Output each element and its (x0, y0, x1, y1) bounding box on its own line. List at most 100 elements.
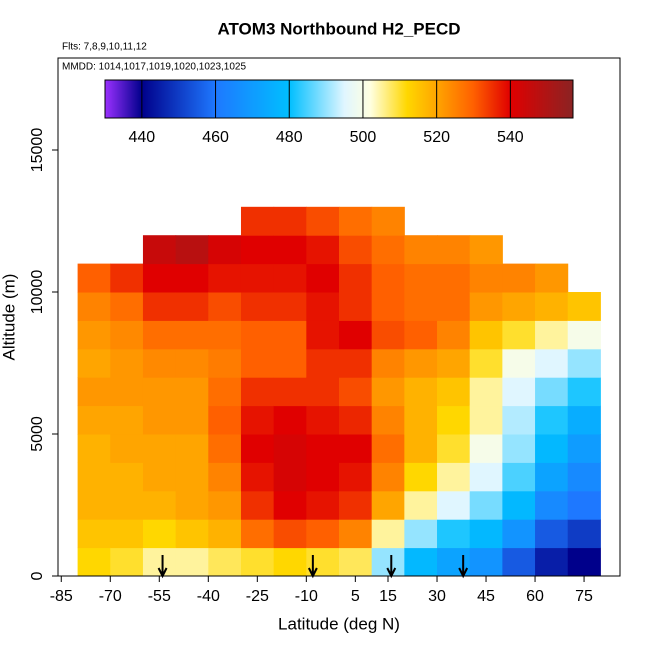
colorbar-swatch (439, 80, 441, 118)
colorbar-swatch (270, 80, 272, 118)
colorbar-swatch (272, 80, 274, 118)
colorbar-swatch (451, 80, 453, 118)
colorbar-swatch (206, 80, 208, 118)
colorbar-swatch (332, 80, 334, 118)
y-tick-label: 5000 (29, 416, 46, 452)
colorbar-swatch (523, 80, 525, 118)
colorbar-swatch (317, 80, 319, 118)
heat-cell (110, 292, 144, 321)
colorbar-swatch (432, 80, 434, 118)
heat-cell (273, 292, 307, 321)
colorbar-swatch (429, 80, 431, 118)
colorbar-swatch (544, 80, 546, 118)
heat-cell (175, 292, 209, 321)
marker-arrow (386, 555, 397, 579)
colorbar-swatch (312, 80, 314, 118)
colorbar-swatch (109, 80, 111, 118)
heat-cell (208, 320, 242, 350)
colorbar-swatch (455, 80, 457, 118)
heat-cell (339, 263, 373, 293)
heat-cell (567, 320, 601, 350)
heat-cell (306, 490, 340, 520)
colorbar-swatch (277, 80, 279, 118)
colorbar-swatch (373, 80, 375, 118)
colorbar-swatch (355, 80, 357, 118)
colorbar-swatch (232, 80, 234, 118)
colorbar-swatch (230, 80, 232, 118)
colorbar-swatch (181, 80, 183, 118)
colorbar-swatch (175, 80, 177, 118)
colorbar-swatch (392, 80, 394, 118)
colorbar-swatch (354, 80, 356, 118)
heat-cell (240, 292, 275, 321)
heat-cell (110, 462, 144, 492)
colorbar-swatch (521, 80, 523, 118)
colorbar-swatch (419, 80, 421, 118)
heat-cell (77, 462, 111, 492)
colorbar-swatch (288, 80, 290, 118)
colorbar-swatch (565, 80, 567, 118)
colorbar-swatch (499, 80, 501, 118)
colorbar-swatch (334, 80, 336, 118)
colorbar-swatch (367, 80, 369, 118)
heat-cell (535, 263, 569, 293)
colorbar-swatch (546, 80, 548, 118)
colorbar-swatch (545, 80, 547, 118)
colorbar-swatch (255, 80, 257, 118)
heat-cell (404, 434, 438, 463)
colorbar-swatch (483, 80, 485, 118)
colorbar-swatch (441, 80, 443, 118)
colorbar-swatch (247, 80, 249, 118)
colorbar-swatch (452, 80, 454, 118)
colorbar-swatch (217, 80, 219, 118)
heat-cell (339, 206, 373, 236)
y-axis-label: Altitude (m) (0, 274, 18, 361)
colorbar-swatch (172, 80, 174, 118)
heat-cell (469, 292, 503, 321)
colorbar-swatch (424, 80, 426, 118)
colorbar-swatch (445, 80, 447, 118)
colorbar-swatch (482, 80, 484, 118)
heat-cell (339, 235, 373, 265)
colorbar-swatch (484, 80, 486, 118)
heat-cell (404, 519, 438, 549)
heat-cell (273, 263, 307, 293)
colorbar-swatch (476, 80, 478, 118)
colorbar-swatch (256, 80, 258, 118)
colorbar-swatch (343, 80, 345, 118)
colorbar-swatch (185, 80, 187, 118)
colorbar-swatch (363, 80, 365, 118)
colorbar-swatch (564, 80, 566, 118)
colorbar-swatch (338, 80, 340, 118)
colorbar-swatch (374, 80, 376, 118)
heat-cell (273, 519, 307, 549)
colorbar-swatch (506, 80, 508, 118)
colorbar-swatch (331, 80, 333, 118)
colorbar-swatch (276, 80, 278, 118)
heat-cell (404, 263, 438, 293)
heat-cell (469, 377, 503, 407)
colorbar-swatch (488, 80, 490, 118)
colorbar-swatch (347, 80, 349, 118)
colorbar-swatch (106, 80, 108, 118)
x-tick-label: 5 (351, 588, 360, 605)
colorbar-swatch (250, 80, 252, 118)
heat-cell (273, 434, 307, 463)
colorbar-swatch (507, 80, 509, 118)
colorbar-swatch (326, 80, 328, 118)
colorbar-swatch (320, 80, 322, 118)
colorbar-swatch (540, 80, 542, 118)
colorbar-swatch (283, 80, 285, 118)
colorbar-swatch (257, 80, 259, 118)
colorbar-swatch (168, 80, 170, 118)
colorbar-swatch (336, 80, 338, 118)
colorbar-swatch (269, 80, 271, 118)
heat-cell (110, 519, 144, 549)
colorbar-swatch (473, 80, 475, 118)
colorbar-swatch (226, 80, 228, 118)
colorbar-swatch (542, 80, 544, 118)
colorbar-swatch (118, 80, 120, 118)
colorbar-swatch (268, 80, 270, 118)
heat-cell (175, 263, 209, 293)
colorbar-swatch (477, 80, 479, 118)
